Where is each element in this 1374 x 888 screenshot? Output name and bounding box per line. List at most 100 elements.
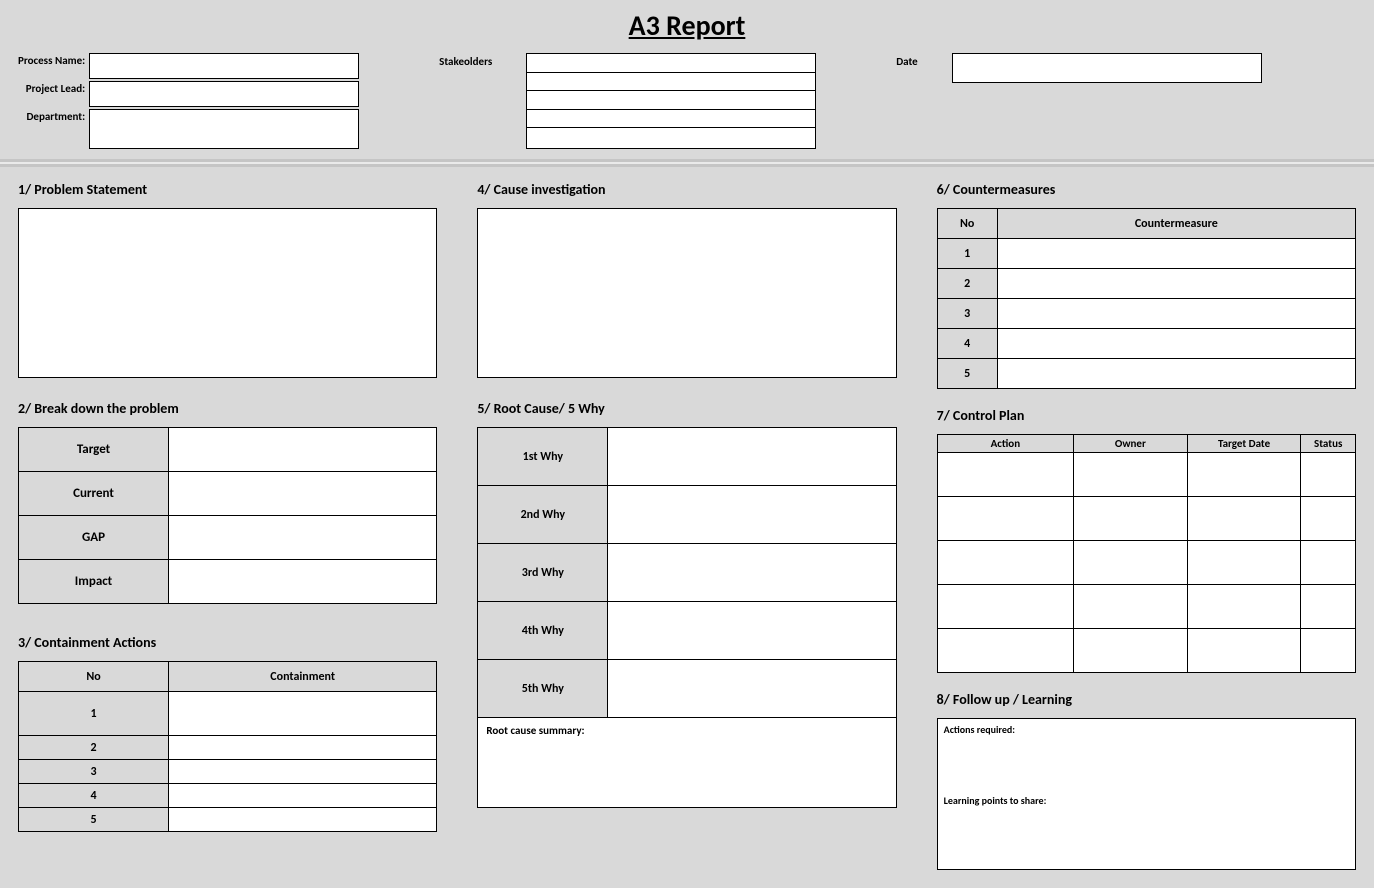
header-left: Process Name: Project Lead: Department: xyxy=(18,53,359,149)
date-input[interactable] xyxy=(952,53,1262,83)
cm-row-2-val[interactable] xyxy=(997,269,1355,299)
stakeholders-input[interactable] xyxy=(526,53,816,149)
control-r2-status[interactable] xyxy=(1301,497,1356,541)
breakdown-gap-value[interactable] xyxy=(169,516,437,560)
cm-row-3-no: 3 xyxy=(937,299,997,329)
stakeholders-label: Stakeolders xyxy=(439,53,492,149)
containment-header: Containment xyxy=(169,662,437,692)
control-plan-table: Action Owner Target Date Status xyxy=(937,434,1356,673)
cm-row-4-val[interactable] xyxy=(997,329,1355,359)
containment-table: No Containment 1 2 3 4 5 xyxy=(18,661,437,832)
control-r3-date[interactable] xyxy=(1187,541,1301,585)
control-r3-owner[interactable] xyxy=(1074,541,1188,585)
why-1-label: 1st Why xyxy=(478,428,608,486)
control-status-header: Status xyxy=(1301,435,1356,453)
column-left: 1/ Problem Statement 2/ Break down the p… xyxy=(18,173,437,870)
control-r1-status[interactable] xyxy=(1301,453,1356,497)
containment-row-4-val[interactable] xyxy=(169,784,437,808)
cm-row-2-no: 2 xyxy=(937,269,997,299)
cm-row-3-val[interactable] xyxy=(997,299,1355,329)
section-countermeasures: 6/ Countermeasures xyxy=(937,181,1356,198)
breakdown-target-label: Target xyxy=(19,428,169,472)
containment-row-5-val[interactable] xyxy=(169,808,437,832)
process-name-label: Process Name: xyxy=(18,53,85,81)
breakdown-impact-value[interactable] xyxy=(169,560,437,604)
control-owner-header: Owner xyxy=(1074,435,1188,453)
cm-row-5-val[interactable] xyxy=(997,359,1355,389)
cm-header: Countermeasure xyxy=(997,209,1355,239)
page-title: A3 Report xyxy=(18,8,1356,43)
containment-row-4-no: 4 xyxy=(19,784,169,808)
follow-up-box[interactable]: Actions required: Learning points to sha… xyxy=(937,718,1356,870)
control-r3-status[interactable] xyxy=(1301,541,1356,585)
containment-row-1-no: 1 xyxy=(19,692,169,736)
breakdown-impact-label: Impact xyxy=(19,560,169,604)
why-1-value[interactable] xyxy=(608,428,896,486)
containment-no-header: No xyxy=(19,662,169,692)
why-5-value[interactable] xyxy=(608,660,896,718)
section-root-cause: 5/ Root Cause/ 5 Why xyxy=(477,400,896,417)
project-lead-input[interactable] xyxy=(89,81,359,107)
project-lead-label: Project Lead: xyxy=(26,81,85,109)
control-r4-status[interactable] xyxy=(1301,585,1356,629)
control-r1-date[interactable] xyxy=(1187,453,1301,497)
control-r3-action[interactable] xyxy=(937,541,1073,585)
cm-row-5-no: 5 xyxy=(937,359,997,389)
problem-statement-box[interactable] xyxy=(18,208,437,378)
department-input[interactable] xyxy=(89,109,359,149)
control-r1-action[interactable] xyxy=(937,453,1073,497)
containment-row-2-no: 2 xyxy=(19,736,169,760)
control-target-date-header: Target Date xyxy=(1187,435,1301,453)
containment-row-3-no: 3 xyxy=(19,760,169,784)
divider xyxy=(0,159,1374,167)
date-label: Date xyxy=(896,53,917,149)
cm-row-1-val[interactable] xyxy=(997,239,1355,269)
control-r4-action[interactable] xyxy=(937,585,1073,629)
why-4-value[interactable] xyxy=(608,602,896,660)
actions-required-label: Actions required: xyxy=(944,723,1349,736)
breakdown-gap-label: GAP xyxy=(19,516,169,560)
section-breakdown: 2/ Break down the problem xyxy=(18,400,437,417)
column-middle: 4/ Cause investigation 5/ Root Cause/ 5 … xyxy=(477,173,896,870)
why-3-value[interactable] xyxy=(608,544,896,602)
section-cause-investigation: 4/ Cause investigation xyxy=(477,181,896,198)
breakdown-target-value[interactable] xyxy=(169,428,437,472)
containment-row-3-val[interactable] xyxy=(169,760,437,784)
control-r5-status[interactable] xyxy=(1301,629,1356,673)
control-r4-date[interactable] xyxy=(1187,585,1301,629)
header-block: Process Name: Project Lead: Department: … xyxy=(18,53,1356,149)
why-3-label: 3rd Why xyxy=(478,544,608,602)
root-cause-summary[interactable]: Root cause summary: xyxy=(477,718,896,808)
section-problem-statement: 1/ Problem Statement xyxy=(18,181,437,198)
control-r1-owner[interactable] xyxy=(1074,453,1188,497)
cause-investigation-box[interactable] xyxy=(477,208,896,378)
control-r5-owner[interactable] xyxy=(1074,629,1188,673)
why-2-value[interactable] xyxy=(608,486,896,544)
control-r5-action[interactable] xyxy=(937,629,1073,673)
control-r2-owner[interactable] xyxy=(1074,497,1188,541)
control-r5-date[interactable] xyxy=(1187,629,1301,673)
section-control-plan: 7/ Control Plan xyxy=(937,407,1356,424)
containment-row-1-val[interactable] xyxy=(169,692,437,736)
five-why-table: 1st Why 2nd Why 3rd Why 4th Why 5th Why xyxy=(477,427,896,718)
header-date: Date xyxy=(896,53,1261,149)
learning-points-label: Learning points to share: xyxy=(944,794,1349,807)
process-name-input[interactable] xyxy=(89,53,359,79)
cm-row-1-no: 1 xyxy=(937,239,997,269)
breakdown-current-value[interactable] xyxy=(169,472,437,516)
section-follow-up: 8/ Follow up / Learning xyxy=(937,691,1356,708)
cm-no-header: No xyxy=(937,209,997,239)
control-r4-owner[interactable] xyxy=(1074,585,1188,629)
why-5-label: 5th Why xyxy=(478,660,608,718)
cm-row-4-no: 4 xyxy=(937,329,997,359)
breakdown-table: Target Current GAP Impact xyxy=(18,427,437,604)
why-2-label: 2nd Why xyxy=(478,486,608,544)
control-r2-date[interactable] xyxy=(1187,497,1301,541)
containment-row-2-val[interactable] xyxy=(169,736,437,760)
column-right: 6/ Countermeasures No Countermeasure 1 2… xyxy=(937,173,1356,870)
control-r2-action[interactable] xyxy=(937,497,1073,541)
breakdown-current-label: Current xyxy=(19,472,169,516)
department-label: Department: xyxy=(26,109,85,137)
containment-row-5-no: 5 xyxy=(19,808,169,832)
countermeasures-table: No Countermeasure 1 2 3 4 5 xyxy=(937,208,1356,389)
